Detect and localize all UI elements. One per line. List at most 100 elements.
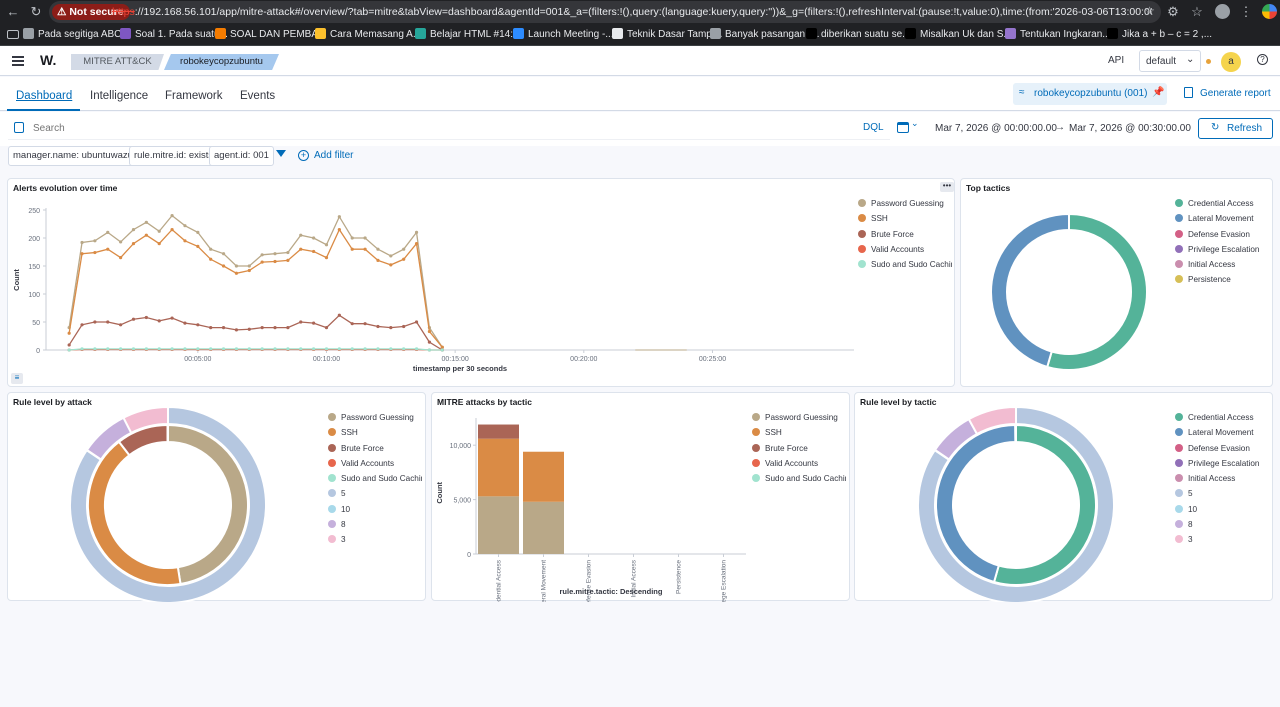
bookmark-item[interactable]: Misalkan Uk dan S... <box>905 28 1012 42</box>
bookmark-star-icon[interactable]: ☆ <box>1144 4 1155 18</box>
time-to[interactable]: Mar 7, 2026 @ 00:30:00.00 <box>1069 123 1191 134</box>
bookmark-item[interactable]: Banyak pasangan (... <box>710 28 820 42</box>
legend-item[interactable]: SSH <box>328 427 422 442</box>
legend-toggle-icon[interactable]: ≡ <box>11 373 23 384</box>
menu-icon[interactable]: ⋮ <box>1239 4 1253 19</box>
legend-item[interactable]: Lateral Movement <box>1175 427 1271 442</box>
data-point <box>312 321 316 325</box>
legend-item[interactable]: Lateral Movement <box>1175 213 1271 228</box>
data-point <box>427 329 432 334</box>
search-field[interactable]: DQL <box>8 118 890 140</box>
legend-item[interactable]: Password Guessing <box>858 198 952 213</box>
legend-item[interactable]: Credential Access <box>1175 198 1271 213</box>
tab-search-icon[interactable] <box>7 30 19 39</box>
legend-item[interactable]: Valid Accounts <box>328 458 422 473</box>
legend-item[interactable]: Privilege Escalation <box>1175 244 1271 259</box>
legend-item[interactable]: Password Guessing <box>328 412 422 427</box>
panel-options-icon[interactable]: ••• <box>940 182 954 192</box>
x-tick-label: Privilege Escalation <box>721 560 728 602</box>
legend-item[interactable]: Valid Accounts <box>752 458 846 473</box>
user-avatar[interactable]: a <box>1221 52 1241 72</box>
filter-icon[interactable] <box>276 150 286 157</box>
legend-item[interactable]: Initial Access <box>1175 259 1271 274</box>
legend-item[interactable]: Persistence <box>1175 274 1271 289</box>
filter-pill-mitre-id[interactable]: rule.mitre.id: exists <box>129 146 219 166</box>
breadcrumb-current[interactable]: robokeycopzubuntu <box>164 54 279 70</box>
not-secure-badge[interactable]: ⚠ Not secure <box>52 4 130 20</box>
legend-item[interactable]: Brute Force <box>752 443 846 458</box>
bookmark-item[interactable]: Pada segitiga ABC... <box>23 28 130 42</box>
add-filter-button[interactable]: Add filter <box>314 150 354 161</box>
bookmark-item[interactable]: SOAL DAN PEMBA... <box>215 28 326 42</box>
filter-pill-manager[interactable]: manager.name: ubuntuwazuh <box>8 146 144 166</box>
add-filter-icon[interactable]: + <box>298 150 309 161</box>
bookmark-favicon-icon <box>415 28 426 39</box>
legend-item[interactable]: 5 <box>328 488 422 503</box>
breadcrumb-parent[interactable]: MITRE ATT&CK <box>71 54 164 70</box>
bookmark-item[interactable]: diberikan suatu se... <box>806 28 911 42</box>
legend-item[interactable]: 3 <box>1175 534 1271 549</box>
legend-item[interactable]: 3 <box>328 534 422 549</box>
profile-avatar[interactable] <box>1215 4 1230 19</box>
legend-swatch <box>1175 474 1183 483</box>
legend-item[interactable]: 8 <box>328 519 422 534</box>
calendar-icon[interactable] <box>897 122 909 133</box>
extensions-icon[interactable]: ⚙ <box>1167 4 1179 19</box>
legend-item[interactable]: Valid Accounts <box>858 244 952 259</box>
refresh-button[interactable]: ↻ Refresh <box>1198 118 1273 139</box>
help-icon[interactable]: ? <box>1257 54 1268 65</box>
legend-item[interactable]: Brute Force <box>858 229 952 244</box>
legend-item[interactable]: SSH <box>858 213 952 228</box>
legend-item[interactable]: Sudo and Sudo Cachin <box>752 473 846 488</box>
url-text[interactable]: https://192.168.56.101/app/mitre-attack#… <box>112 1 1152 23</box>
legend-item[interactable]: Brute Force <box>328 443 422 458</box>
filter-pill-agent[interactable]: agent.id: 001 <box>209 146 274 166</box>
bookmark-item[interactable]: Jika a + b – c = 2 ,... <box>1107 28 1212 42</box>
hamburger-menu-icon[interactable] <box>12 56 24 66</box>
legend-item[interactable]: Sudo and Sudo Cachin <box>328 473 422 488</box>
legend-swatch <box>858 244 866 253</box>
back-icon[interactable]: ← <box>6 4 20 19</box>
bookmark-item[interactable]: Cara Memasang A... <box>315 28 421 42</box>
legend-item[interactable]: 10 <box>328 504 422 519</box>
agent-selector-button[interactable]: ≈ robokeycopzubuntu (001) 📌 <box>1013 83 1167 105</box>
calendar-chevron-icon[interactable]: ⌄ <box>911 118 919 128</box>
tab-dashboard[interactable]: Dashboard <box>16 90 73 102</box>
generate-report-button[interactable]: Generate report <box>1184 83 1276 105</box>
tab-framework[interactable]: Framework <box>165 90 223 102</box>
tab-events[interactable]: Events <box>240 90 276 102</box>
bookmarks-icon[interactable]: ☆ <box>1191 4 1203 19</box>
time-from[interactable]: Mar 7, 2026 @ 00:00:00.00 <box>935 123 1057 134</box>
address-bar[interactable]: ⚠ Not secure https://192.168.56.101/app/… <box>49 1 1161 23</box>
legend-item[interactable]: Credential Access <box>1175 412 1271 427</box>
legend-swatch <box>752 413 760 421</box>
search-input[interactable] <box>33 120 813 136</box>
reload-icon[interactable]: ↻ <box>30 4 42 19</box>
legend-swatch <box>328 504 336 513</box>
gemini-icon[interactable] <box>1262 4 1277 19</box>
api-link[interactable]: API <box>1108 55 1125 66</box>
legend-label: Lateral Movement <box>1188 428 1254 438</box>
legend-swatch <box>752 474 760 483</box>
legend-item[interactable]: 5 <box>1175 488 1271 503</box>
legend-item[interactable]: 10 <box>1175 504 1271 519</box>
tab-intelligence[interactable]: Intelligence <box>90 90 149 102</box>
legend-item[interactable]: Privilege Escalation <box>1175 458 1271 473</box>
legend-label: Sudo and Sudo Cachin <box>765 474 846 484</box>
legend-item[interactable]: Defense Evasion <box>1175 443 1271 458</box>
legend-item[interactable]: Password Guessing <box>752 412 846 427</box>
bookmark-item[interactable]: Soal 1. Pada suatu... <box>120 28 228 42</box>
legend-item[interactable]: 8 <box>1175 519 1271 534</box>
saved-query-icon[interactable] <box>14 122 24 133</box>
legend-item[interactable]: Initial Access <box>1175 473 1271 488</box>
bookmark-item[interactable]: Teknik Dasar Tampi... <box>612 28 722 42</box>
legend-item[interactable]: Defense Evasion <box>1175 229 1271 244</box>
bookmark-item[interactable]: Launch Meeting -... <box>513 28 614 42</box>
bookmark-item[interactable]: Belajar HTML #14:... <box>415 28 521 42</box>
bookmark-item[interactable]: Tentukan Ingkaran... <box>1005 28 1111 42</box>
dql-toggle[interactable]: DQL <box>863 122 884 133</box>
space-selector[interactable]: default ⌄ <box>1139 50 1201 72</box>
legend-item[interactable]: SSH <box>752 427 846 442</box>
wazuh-logo[interactable]: W. <box>40 52 57 68</box>
legend-item[interactable]: Sudo and Sudo Cachin <box>858 259 952 274</box>
